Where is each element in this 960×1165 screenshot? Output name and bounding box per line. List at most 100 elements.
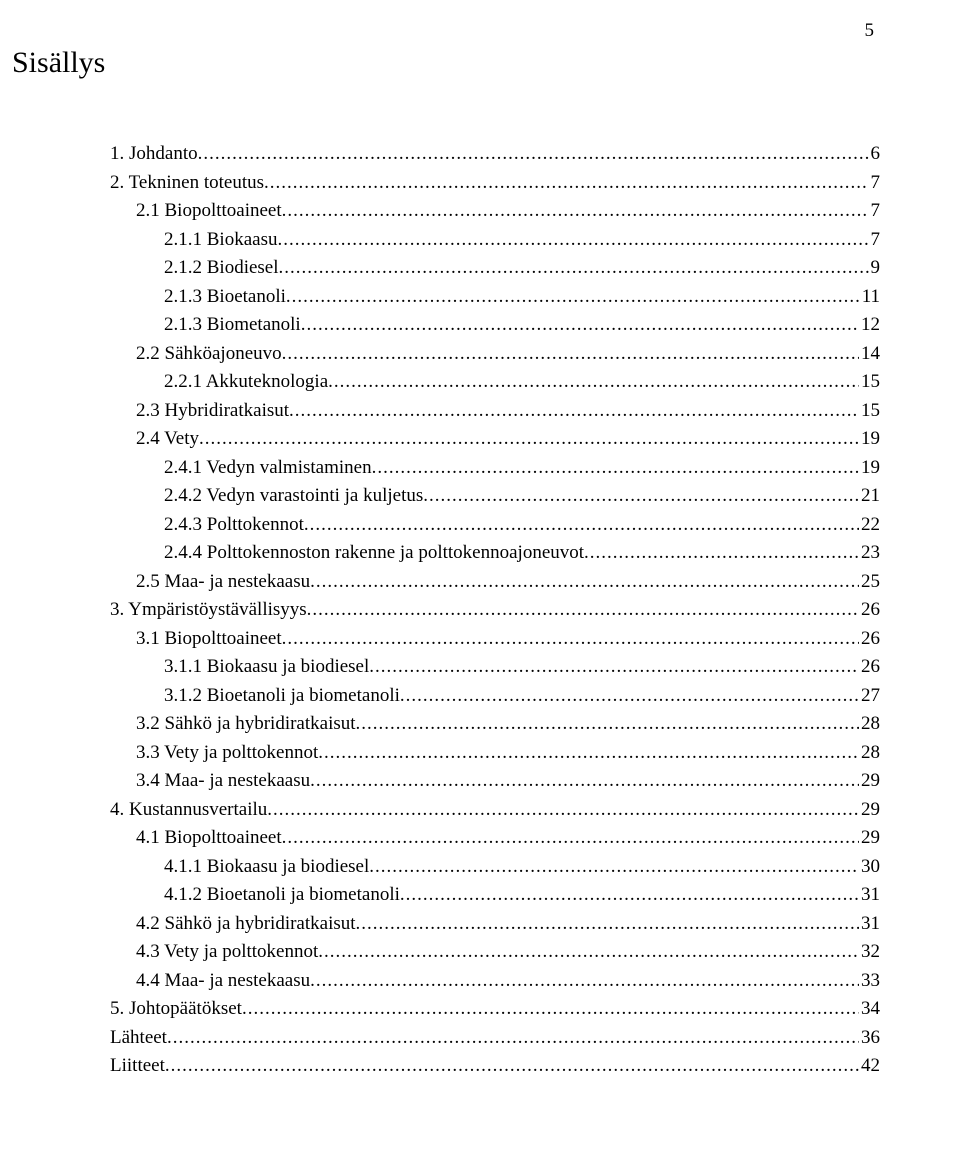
toc-entry-page: 9 xyxy=(869,254,881,283)
toc-entry-page: 7 xyxy=(869,226,881,255)
toc-leader-dots xyxy=(301,311,859,340)
toc-entry-label: 5. Johtopäätökset xyxy=(110,995,242,1024)
toc-entry: 2.4.2 Vedyn varastointi ja kuljetus21 xyxy=(110,482,880,511)
toc-entry-label: Lähteet xyxy=(110,1024,167,1053)
toc-leader-dots xyxy=(165,1052,859,1081)
toc-entry-page: 12 xyxy=(859,311,880,340)
toc-leader-dots xyxy=(328,368,859,397)
toc-entry-page: 6 xyxy=(869,140,881,169)
toc-entry-page: 11 xyxy=(860,283,880,312)
toc-leader-dots xyxy=(400,682,859,711)
toc-leader-dots xyxy=(277,226,868,255)
toc-leader-dots xyxy=(282,824,859,853)
toc-entry: 4.3 Vety ja polttokennot 32 xyxy=(110,938,880,967)
toc-list: 1. Johdanto62. Tekninen toteutus72.1 Bio… xyxy=(110,140,880,1081)
toc-entry: Lähteet36 xyxy=(110,1024,880,1053)
toc-entry: Liitteet42 xyxy=(110,1052,880,1081)
toc-entry-label: 4.1 Biopolttoaineet xyxy=(136,824,282,853)
toc-entry: 2.5 Maa- ja nestekaasu 25 xyxy=(110,568,880,597)
toc-entry-label: 3.3 Vety ja polttokennot xyxy=(136,739,318,768)
toc-entry-page: 27 xyxy=(859,682,880,711)
toc-entry-label: 3.4 Maa- ja nestekaasu xyxy=(136,767,310,796)
toc-leader-dots xyxy=(310,767,859,796)
toc-leader-dots xyxy=(372,454,859,483)
toc-entry-page: 31 xyxy=(859,910,880,939)
toc-leader-dots xyxy=(282,340,859,369)
toc-leader-dots xyxy=(282,625,859,654)
toc-leader-dots xyxy=(356,710,859,739)
toc-entry-label: 2.2.1 Akkuteknologia xyxy=(164,368,328,397)
toc-entry-page: 22 xyxy=(859,511,880,540)
toc-entry: 2.4.4 Polttokennoston rakenne ja polttok… xyxy=(110,539,880,568)
toc-leader-dots xyxy=(282,197,869,226)
toc-entry-label: 2.4.4 Polttokennoston rakenne ja polttok… xyxy=(164,539,584,568)
toc-leader-dots xyxy=(423,482,859,511)
toc-entry-label: 2.2 Sähköajoneuvo xyxy=(136,340,282,369)
toc-entry-label: 3.2 Sähkö ja hybridiratkaisut xyxy=(136,710,356,739)
toc-entry-label: 4.1.1 Biokaasu ja biodiesel xyxy=(164,853,369,882)
toc-entry: 2.4.3 Polttokennot 22 xyxy=(110,511,880,540)
toc-entry-page: 15 xyxy=(859,397,880,426)
toc-leader-dots xyxy=(267,796,859,825)
toc-leader-dots xyxy=(199,425,859,454)
toc-entry-label: 2.5 Maa- ja nestekaasu xyxy=(136,568,310,597)
toc-entry-page: 31 xyxy=(859,881,880,910)
toc-leader-dots xyxy=(310,967,859,996)
toc-entry-label: 2.3 Hybridiratkaisut xyxy=(136,397,289,426)
toc-leader-dots xyxy=(318,739,859,768)
toc-leader-dots xyxy=(400,881,859,910)
toc-leader-dots xyxy=(279,254,869,283)
toc-leader-dots xyxy=(307,596,859,625)
toc-leader-dots xyxy=(286,283,860,312)
toc-entry-page: 19 xyxy=(859,454,880,483)
toc-entry-label: 2.1.3 Biometanoli xyxy=(164,311,301,340)
toc-entry-page: 29 xyxy=(859,824,880,853)
toc-entry-page: 30 xyxy=(859,853,880,882)
toc-entry: 2.1.3 Biometanoli 12 xyxy=(110,311,880,340)
toc-title: Sisällys xyxy=(12,46,880,80)
toc-entry: 4.1.2 Bioetanoli ja biometanoli31 xyxy=(110,881,880,910)
toc-entry: 3.2 Sähkö ja hybridiratkaisut28 xyxy=(110,710,880,739)
toc-entry-label: 2.4.3 Polttokennot xyxy=(164,511,304,540)
toc-leader-dots xyxy=(264,169,869,198)
toc-leader-dots xyxy=(356,910,859,939)
toc-entry-label: 2.1.1 Biokaasu xyxy=(164,226,277,255)
toc-entry: 2.1.1 Biokaasu 7 xyxy=(110,226,880,255)
toc-entry-page: 15 xyxy=(859,368,880,397)
toc-entry: 2.2 Sähköajoneuvo14 xyxy=(110,340,880,369)
toc-entry-page: 32 xyxy=(859,938,880,967)
toc-entry: 4.1 Biopolttoaineet 29 xyxy=(110,824,880,853)
toc-entry-label: 2.1 Biopolttoaineet xyxy=(136,197,282,226)
toc-entry-page: 29 xyxy=(859,796,880,825)
toc-leader-dots xyxy=(289,397,859,426)
toc-entry-page: 42 xyxy=(859,1052,880,1081)
toc-entry-label: 4.3 Vety ja polttokennot xyxy=(136,938,318,967)
toc-entry: 3.1.2 Bioetanoli ja biometanoli 27 xyxy=(110,682,880,711)
toc-entry-page: 34 xyxy=(859,995,880,1024)
toc-entry: 1. Johdanto6 xyxy=(110,140,880,169)
toc-leader-dots xyxy=(310,568,859,597)
toc-entry: 2.1.3 Bioetanoli11 xyxy=(110,283,880,312)
toc-entry: 2.2.1 Akkuteknologia 15 xyxy=(110,368,880,397)
toc-entry-label: 2. Tekninen toteutus xyxy=(110,169,264,198)
toc-entry-page: 26 xyxy=(859,625,880,654)
toc-entry: 2.4 Vety19 xyxy=(110,425,880,454)
toc-entry-page: 29 xyxy=(859,767,880,796)
toc-entry: 3.1 Biopolttoaineet 26 xyxy=(110,625,880,654)
toc-entry-page: 25 xyxy=(859,568,880,597)
toc-entry-label: 3.1 Biopolttoaineet xyxy=(136,625,282,654)
toc-entry-page: 26 xyxy=(859,596,880,625)
toc-entry: 4. Kustannusvertailu29 xyxy=(110,796,880,825)
toc-entry: 2. Tekninen toteutus7 xyxy=(110,169,880,198)
toc-entry-label: 3.1.2 Bioetanoli ja biometanoli xyxy=(164,682,400,711)
toc-entry-label: 2.1.2 Biodiesel xyxy=(164,254,279,283)
toc-entry-page: 19 xyxy=(859,425,880,454)
toc-entry-page: 33 xyxy=(859,967,880,996)
toc-entry-label: 2.4.1 Vedyn valmistaminen xyxy=(164,454,372,483)
toc-leader-dots xyxy=(369,853,859,882)
toc-entry: 5. Johtopäätökset 34 xyxy=(110,995,880,1024)
toc-entry: 3.1.1 Biokaasu ja biodiesel26 xyxy=(110,653,880,682)
toc-entry: 2.1 Biopolttoaineet 7 xyxy=(110,197,880,226)
toc-entry-page: 7 xyxy=(869,197,881,226)
page-number: 5 xyxy=(110,20,880,42)
